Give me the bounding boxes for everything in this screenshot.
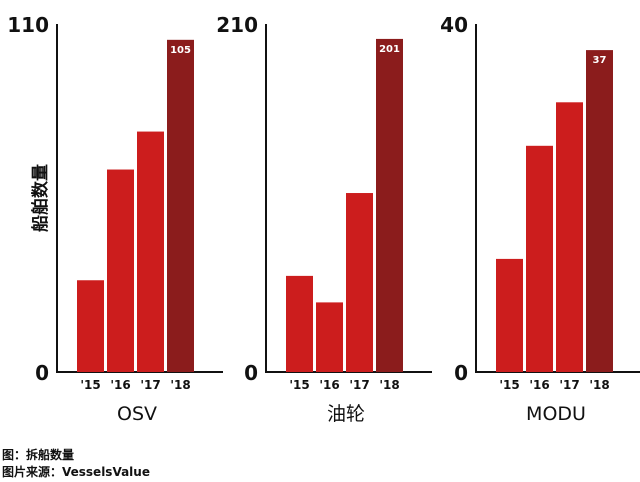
bar: [167, 39, 194, 373]
panel-title: MODU: [526, 403, 586, 425]
x-tick-label: '17: [559, 378, 579, 392]
y-tick-label: 0: [454, 361, 468, 385]
x-tick-label: '15: [499, 378, 519, 392]
bar: [77, 280, 104, 372]
bar: [346, 193, 373, 372]
bar: [137, 131, 164, 372]
bar: [316, 302, 343, 372]
data-label: 37: [593, 55, 607, 66]
bar: [556, 102, 583, 373]
y-tick-label: 0: [35, 361, 49, 385]
figure-caption: 图：拆船数量: [2, 448, 75, 462]
x-tick-label: '16: [529, 378, 549, 392]
source-caption: 图片来源：VesselsValue: [2, 465, 150, 479]
bar: [526, 145, 553, 372]
data-label: 201: [379, 44, 400, 55]
bar: [286, 275, 313, 372]
y-tick-label: 110: [7, 13, 49, 37]
x-tick-label: '16: [319, 378, 339, 392]
x-tick-label: '15: [289, 378, 309, 392]
chart-area: 船舶数量 0 110 '15 '16 '17 105 '18 OSV 0 210 '15 '16 '17 2…: [7, 13, 640, 425]
bar: [376, 38, 403, 373]
y-tick-label: 210: [216, 13, 258, 37]
y-axis-label: 船舶数量: [30, 164, 51, 232]
bar: [586, 50, 613, 372]
y-tick-label: 0: [244, 361, 258, 385]
bar-chart-svg: 船舶数量 0 110 '15 '16 '17 105 '18 OSV 0 210 '15 '16 '17 2…: [7, 13, 640, 425]
x-tick-label: '17: [140, 378, 160, 392]
bar: [496, 258, 523, 372]
x-tick-label: '18: [589, 378, 609, 392]
bar: [107, 169, 134, 372]
x-tick-label: '18: [379, 378, 399, 392]
x-tick-label: '18: [170, 378, 190, 392]
x-tick-label: '16: [110, 378, 130, 392]
data-label: 105: [170, 45, 191, 56]
panel-title: OSV: [117, 403, 157, 425]
x-tick-label: '17: [349, 378, 369, 392]
panel-title: 油轮: [327, 403, 365, 425]
x-tick-label: '15: [80, 378, 100, 392]
y-tick-label: 40: [440, 13, 468, 37]
